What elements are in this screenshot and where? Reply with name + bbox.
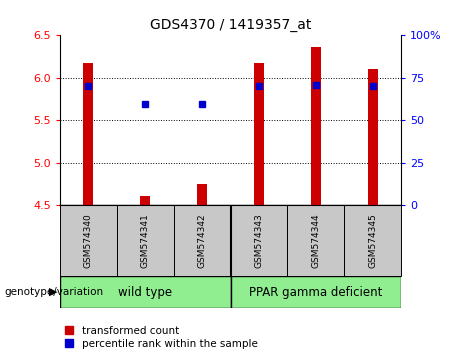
Bar — [117, 205, 174, 276]
Bar — [287, 205, 344, 276]
Text: GSM574344: GSM574344 — [311, 213, 320, 268]
Text: GSM574343: GSM574343 — [254, 213, 263, 268]
Bar — [197, 184, 207, 205]
Legend: transformed count, percentile rank within the sample: transformed count, percentile rank withi… — [65, 326, 258, 349]
Bar — [140, 196, 150, 205]
Text: wild type: wild type — [118, 286, 172, 298]
Bar — [230, 276, 401, 308]
Bar — [83, 63, 94, 205]
Text: GSM574341: GSM574341 — [141, 213, 150, 268]
Bar — [311, 47, 321, 205]
Bar — [174, 205, 230, 276]
Text: ▶: ▶ — [49, 287, 57, 297]
Title: GDS4370 / 1419357_at: GDS4370 / 1419357_at — [150, 18, 311, 32]
Bar — [60, 205, 117, 276]
Text: genotype/variation: genotype/variation — [5, 287, 104, 297]
Bar — [344, 205, 401, 276]
Text: GSM574345: GSM574345 — [368, 213, 377, 268]
Bar — [367, 69, 378, 205]
Text: GSM574340: GSM574340 — [84, 213, 93, 268]
Bar — [60, 276, 230, 308]
Text: GSM574342: GSM574342 — [198, 213, 207, 268]
Text: PPAR gamma deficient: PPAR gamma deficient — [249, 286, 383, 298]
Bar — [254, 63, 264, 205]
Bar — [230, 205, 287, 276]
